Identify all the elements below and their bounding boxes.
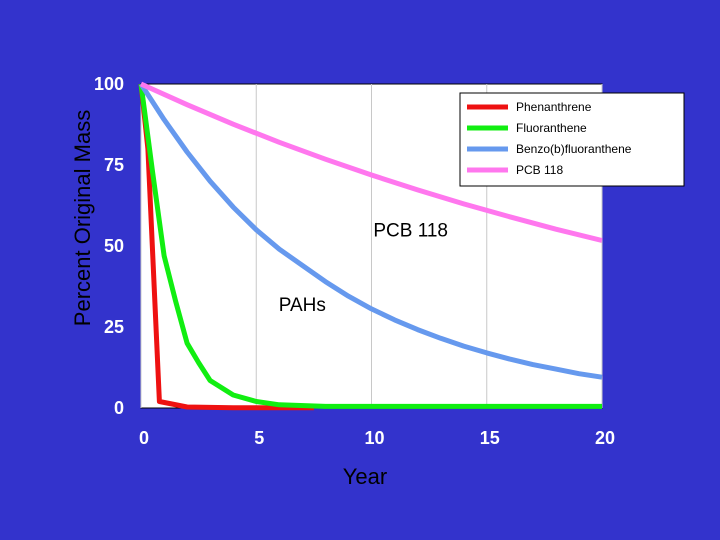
y-tick-label: 50 [104, 236, 124, 256]
legend-label: Fluoranthene [516, 121, 587, 135]
x-axis-ticks: 0 5 10 15 20 [139, 428, 615, 448]
y-tick-label: 75 [104, 155, 124, 175]
series-line-benzo-b-fluoranthene [138, 82, 603, 380]
y-tick-label: 25 [104, 317, 124, 337]
x-tick-label: 5 [254, 428, 264, 448]
chart-annotations: PCB 118 PAHs [279, 220, 448, 316]
y-tick-label: 100 [94, 74, 124, 94]
legend-label: Phenanthrene [516, 100, 592, 114]
annotation-label: PCB 118 [373, 220, 448, 241]
x-tick-label: 20 [595, 428, 615, 448]
series-line-fluoranthene [138, 83, 602, 409]
series-lines [138, 81, 603, 411]
legend-label: Benzo(b)fluoranthene [516, 142, 632, 156]
x-tick-label: 0 [139, 428, 149, 448]
x-tick-label: 15 [480, 428, 500, 448]
x-tick-label: 10 [364, 428, 384, 448]
y-axis-ticks: 0 25 50 75 100 [94, 74, 124, 418]
legend-label: PCB 118 [516, 163, 563, 177]
y-axis-title: Percent Original Mass [70, 110, 95, 326]
y-tick-label: 0 [114, 398, 124, 418]
series-line-pcb-118 [139, 81, 603, 243]
x-axis-title: Year [343, 464, 387, 489]
annotation-label: PAHs [279, 295, 326, 316]
chart-legend: Phenanthrene Fluoranthene Benzo(b)fluorant… [459, 92, 685, 187]
